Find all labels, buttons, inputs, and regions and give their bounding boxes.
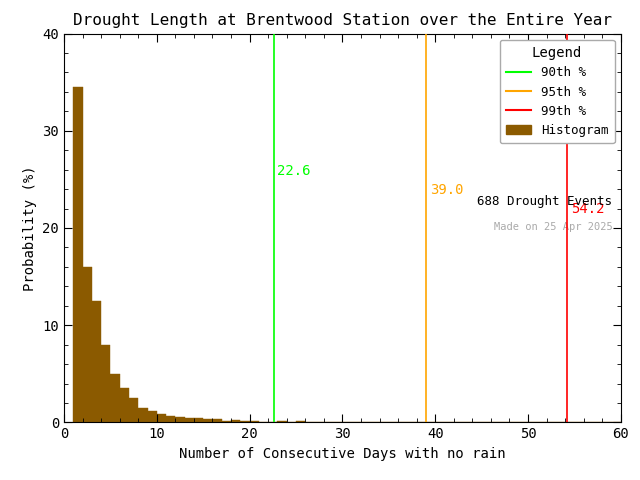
Bar <box>147 411 157 422</box>
Text: Made on 25 Apr 2025: Made on 25 Apr 2025 <box>493 222 612 232</box>
Text: 39.0: 39.0 <box>429 183 463 197</box>
Bar <box>129 398 138 422</box>
Bar <box>231 420 241 422</box>
Title: Drought Length at Brentwood Station over the Entire Year: Drought Length at Brentwood Station over… <box>73 13 612 28</box>
Bar <box>184 418 194 422</box>
Bar <box>101 345 111 422</box>
Y-axis label: Probability (%): Probability (%) <box>23 165 37 291</box>
Text: 688 Drought Events: 688 Drought Events <box>477 195 612 208</box>
X-axis label: Number of Consecutive Days with no rain: Number of Consecutive Days with no rain <box>179 447 506 461</box>
Bar <box>138 408 148 422</box>
Text: 22.6: 22.6 <box>278 164 311 178</box>
Bar <box>212 420 222 422</box>
Text: 54.2: 54.2 <box>571 203 604 216</box>
Bar <box>222 421 231 422</box>
Bar <box>194 418 204 422</box>
Bar <box>296 421 305 422</box>
Bar <box>111 374 120 422</box>
Bar <box>83 267 92 422</box>
Bar <box>73 87 83 422</box>
Bar <box>120 388 129 422</box>
Bar <box>204 419 212 422</box>
Bar <box>250 421 259 422</box>
Bar <box>92 301 101 422</box>
Bar <box>157 414 166 422</box>
Legend: 90th %, 95th %, 99th %, Histogram: 90th %, 95th %, 99th %, Histogram <box>500 40 614 144</box>
Bar <box>278 421 287 422</box>
Bar <box>175 417 184 422</box>
Bar <box>241 421 250 422</box>
Bar <box>166 416 175 422</box>
